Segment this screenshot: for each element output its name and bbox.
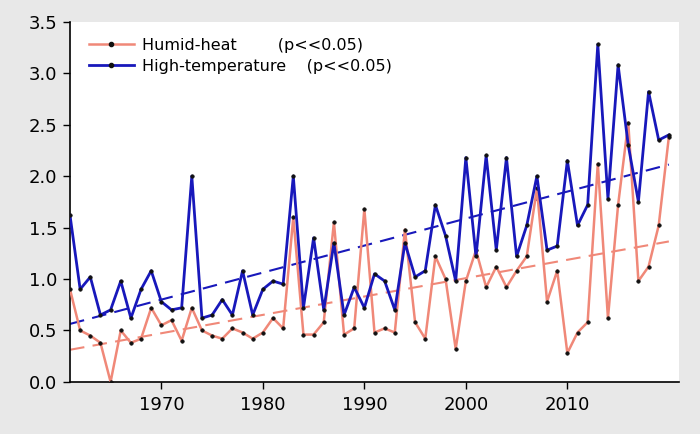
Legend: Humid-heat        (p<<0.05), High-temperature    (p<<0.05): Humid-heat (p<<0.05), High-temperature (… <box>84 33 396 79</box>
